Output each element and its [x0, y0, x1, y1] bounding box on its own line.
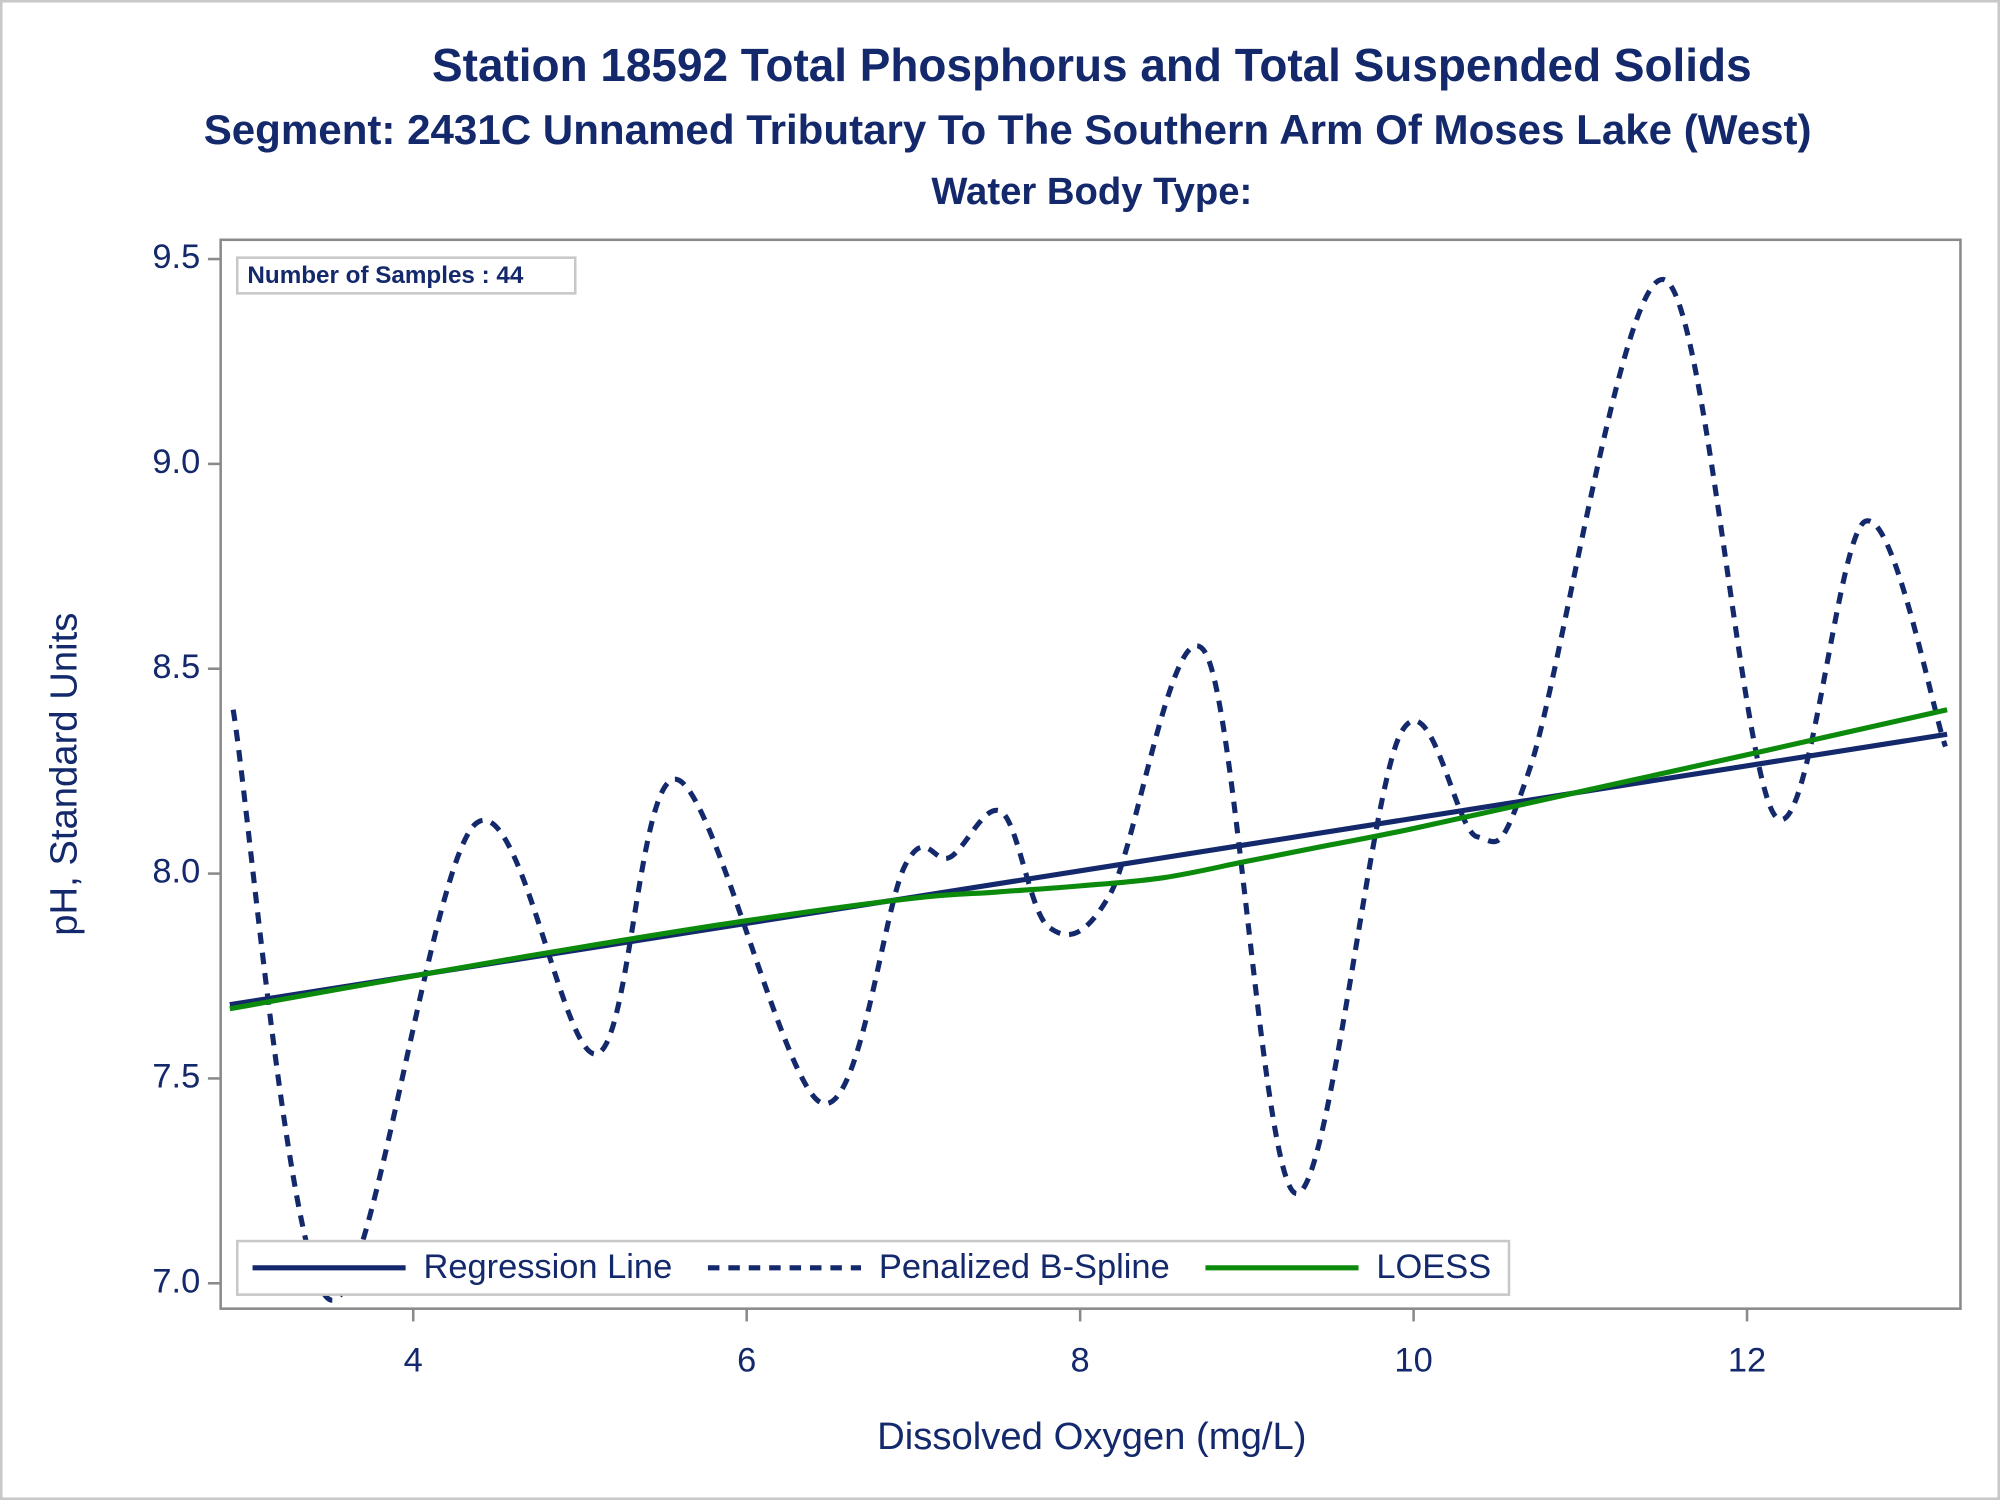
x-tick-label: 6	[737, 1341, 756, 1379]
line	[230, 277, 1948, 1303]
y-tick-label: 8.5	[152, 648, 200, 686]
chart-title: Station 18592 Total Phosphorus and Total…	[432, 39, 1752, 91]
x-tick-label: 4	[404, 1341, 423, 1379]
y-axis-label: pH, Standard Units	[42, 613, 85, 936]
y-tick-label: 7.0	[152, 1262, 200, 1300]
y-tick-label: 7.5	[152, 1058, 200, 1096]
legend-label: Regression Line	[423, 1248, 672, 1286]
line	[229, 707, 1948, 1012]
x-tick-label: 10	[1394, 1341, 1432, 1379]
x-tick-label: 8	[1071, 1341, 1090, 1379]
annotation-box	[235, 256, 577, 295]
legend-label: Penalized B-Spline	[879, 1248, 1170, 1286]
chart-subtitle: Segment: 2431C Unnamed Tributary To The …	[204, 106, 1812, 153]
x-tick-label: 12	[1728, 1341, 1766, 1379]
x-axis-label: Dissolved Oxygen (mg/L)	[877, 1415, 1306, 1458]
y-tick-label: 9.0	[152, 443, 200, 481]
y-tick-label: 8.0	[152, 853, 200, 891]
annotation: Number of Samples : 44	[247, 262, 523, 289]
chart-subtitle: Water Body Type:	[931, 170, 1252, 213]
legend-label: LOESS	[1376, 1248, 1491, 1286]
plot-area	[219, 238, 1962, 1310]
y-tick-label: 9.5	[152, 238, 200, 276]
